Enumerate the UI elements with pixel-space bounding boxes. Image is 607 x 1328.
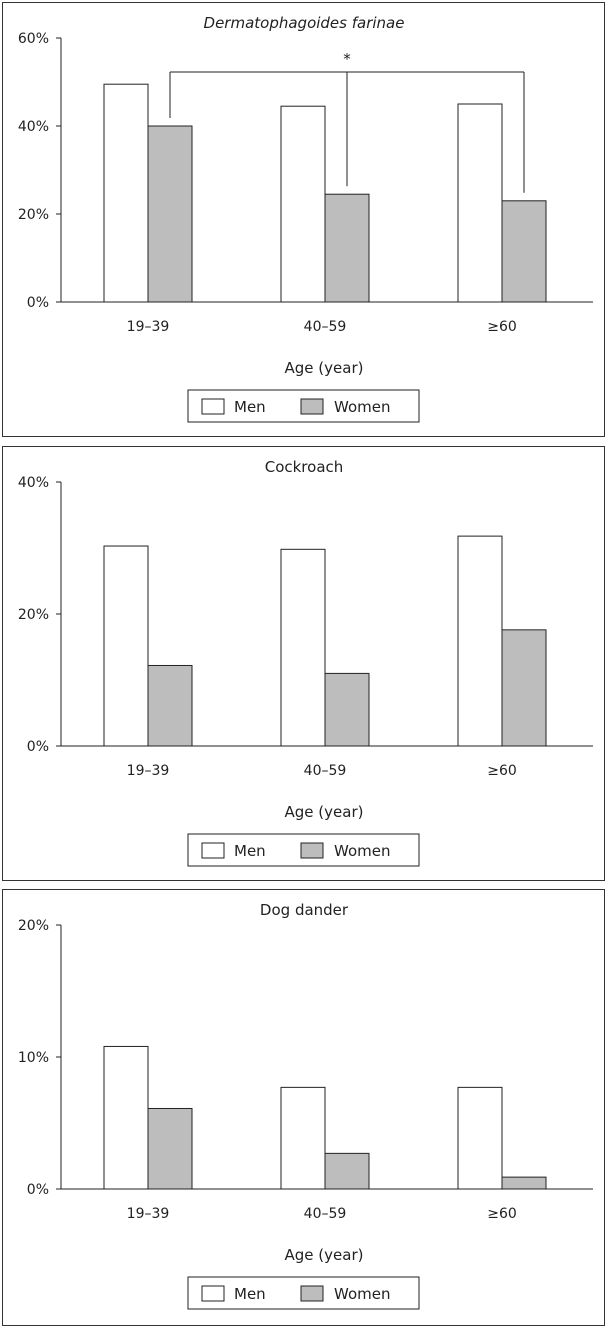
x-tick-label: 40–59 (304, 763, 347, 779)
bar-women-1 (324, 1152, 370, 1190)
chart-title: Cockroach (265, 458, 344, 476)
bar-women-2 (501, 629, 547, 747)
x-tick-label: ≥60 (487, 763, 517, 779)
y-tick-label: 10% (18, 1050, 49, 1066)
chart-title: Dog dander (260, 901, 349, 919)
legend-swatch-men (201, 1285, 225, 1302)
bar-men-2 (457, 103, 503, 303)
x-axis-label: Age (year) (285, 803, 364, 821)
legend-label-men: Men (234, 1285, 266, 1303)
x-tick-label: ≥60 (487, 1206, 517, 1222)
y-tick-label: 40% (18, 475, 49, 491)
y-tick-label: 20% (18, 918, 49, 934)
y-tick-label: 40% (18, 119, 49, 135)
legend: Men Women (187, 389, 420, 423)
x-axis-label: Age (year) (285, 359, 364, 377)
bar-men-1 (280, 548, 326, 747)
bar-men-0 (103, 83, 149, 303)
significance-bracket (169, 71, 525, 193)
x-tick-label: 40–59 (304, 1206, 347, 1222)
chart-cockroach: Cockroach 0% 20% 40% 19–39 40–59 ≥60 Age (year)… (18, 458, 593, 867)
bar-men-2 (457, 535, 503, 747)
y-tick-label: 0% (27, 295, 49, 311)
x-tick-label: 40–59 (304, 319, 347, 335)
legend-label-men: Men (234, 398, 266, 416)
bar-men-2 (457, 1086, 503, 1190)
bar-men-0 (103, 545, 149, 747)
legend: Men Women (187, 1276, 420, 1310)
y-tick-label: 0% (27, 1182, 49, 1198)
bar-women-1 (324, 193, 370, 303)
chart-dermatophagoides-farinae: Dermatophagoides farinae 0% 20% 40% 60% 19–39… (18, 14, 593, 423)
legend-label-women: Women (334, 1285, 390, 1303)
panel-dog-dander: Dog dander 0% 10% 20% 19–39 40–59 ≥60 Age (year… (2, 889, 605, 1326)
legend-swatch-men (201, 398, 225, 415)
legend-swatch-men (201, 842, 225, 859)
chart-dog-dander: Dog dander 0% 10% 20% 19–39 40–59 ≥60 Age (year… (18, 901, 593, 1310)
bar-women-2 (501, 1176, 547, 1190)
panel-dermatophagoides-farinae: Dermatophagoides farinae 0% 20% 40% 60% 19–39… (2, 2, 605, 437)
bar-men-1 (280, 1086, 326, 1190)
y-tick-label: 60% (18, 31, 49, 47)
significance-marker: * (343, 50, 351, 68)
bar-women-2 (501, 200, 547, 303)
bar-women-1 (324, 672, 370, 747)
legend-label-women: Women (334, 398, 390, 416)
legend-swatch-women (300, 842, 324, 859)
bar-men-0 (103, 1045, 149, 1190)
x-tick-label: 19–39 (127, 319, 170, 335)
bar-women-0 (147, 125, 193, 303)
y-tick-label: 20% (18, 207, 49, 223)
chart-title: Dermatophagoides farinae (204, 14, 405, 32)
legend-swatch-women (300, 1285, 324, 1302)
legend-swatch-women (300, 398, 324, 415)
legend: Men Women (187, 833, 420, 867)
panel-cockroach: Cockroach 0% 20% 40% 19–39 40–59 ≥60 Age (year)… (2, 446, 605, 881)
legend-label-women: Women (334, 842, 390, 860)
x-tick-label: ≥60 (487, 319, 517, 335)
bar-men-1 (280, 105, 326, 303)
x-axis-label: Age (year) (285, 1246, 364, 1264)
bar-women-0 (147, 664, 193, 747)
y-tick-label: 20% (18, 607, 49, 623)
legend-label-men: Men (234, 842, 266, 860)
x-tick-label: 19–39 (127, 1206, 170, 1222)
bar-women-0 (147, 1107, 193, 1190)
x-tick-label: 19–39 (127, 763, 170, 779)
y-tick-label: 0% (27, 739, 49, 755)
